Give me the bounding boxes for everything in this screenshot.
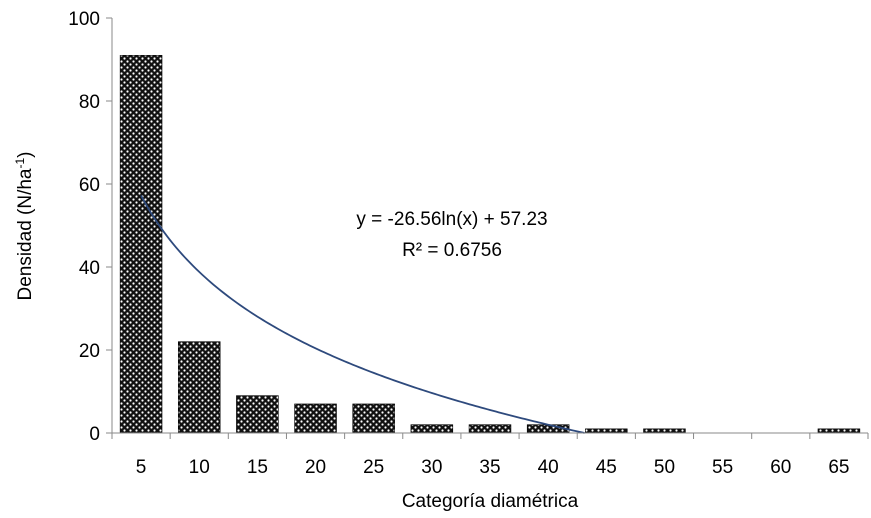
bar-50 (643, 428, 686, 434)
x-tick-label-25: 25 (363, 457, 384, 478)
y-axis-title-sup: -1 (13, 157, 27, 168)
bars (119, 55, 861, 434)
x-tick-label-50: 50 (654, 457, 675, 478)
trendline-r2: R² = 0.6756 (402, 240, 502, 261)
bar-45 (585, 428, 628, 434)
y-tick-label-20: 20 (79, 341, 100, 362)
y-tick-label-60: 60 (79, 175, 100, 196)
bar-30 (410, 424, 454, 434)
bar-65 (817, 428, 861, 434)
trendline-equation: y = -26.56ln(x) + 57.23 (356, 209, 547, 230)
x-tick-label-10: 10 (189, 457, 210, 478)
y-tick-label-40: 40 (79, 258, 100, 279)
bar-35 (468, 424, 512, 434)
y-tick-label-100: 100 (68, 9, 100, 30)
x-axis-ticks (111, 433, 869, 439)
x-tick-label-35: 35 (479, 457, 500, 478)
x-tick-label-45: 45 (596, 457, 617, 478)
x-tick-label-60: 60 (770, 457, 791, 478)
bar-10 (177, 341, 221, 434)
y-axis-title: Densidad (N/ha-1) (13, 151, 36, 300)
tick-labels: 0 20 40 60 80 100 5 10 15 20 25 30 35 40 45 50 55 60 65 (68, 9, 849, 478)
y-tick-label-80: 80 (79, 92, 100, 113)
x-tick-label-40: 40 (538, 457, 559, 478)
x-tick-label-15: 15 (247, 457, 268, 478)
trendline (140, 195, 585, 434)
x-tick-label-5: 5 (136, 457, 147, 478)
x-axis-title: Categoría diamétrica (402, 491, 579, 512)
y-axis-title-main: Densidad (N/ha (15, 168, 36, 300)
y-axis-ticks (106, 17, 112, 434)
y-tick-label-0: 0 (89, 424, 100, 445)
bar-5 (119, 55, 163, 434)
bar-20 (294, 403, 337, 434)
bar-25 (352, 403, 395, 434)
x-tick-label-55: 55 (712, 457, 733, 478)
bar-15 (236, 395, 279, 434)
x-tick-label-30: 30 (421, 457, 442, 478)
y-axis-title-close: ) (15, 151, 36, 157)
x-tick-label-20: 20 (305, 457, 326, 478)
x-tick-label-65: 65 (828, 457, 849, 478)
